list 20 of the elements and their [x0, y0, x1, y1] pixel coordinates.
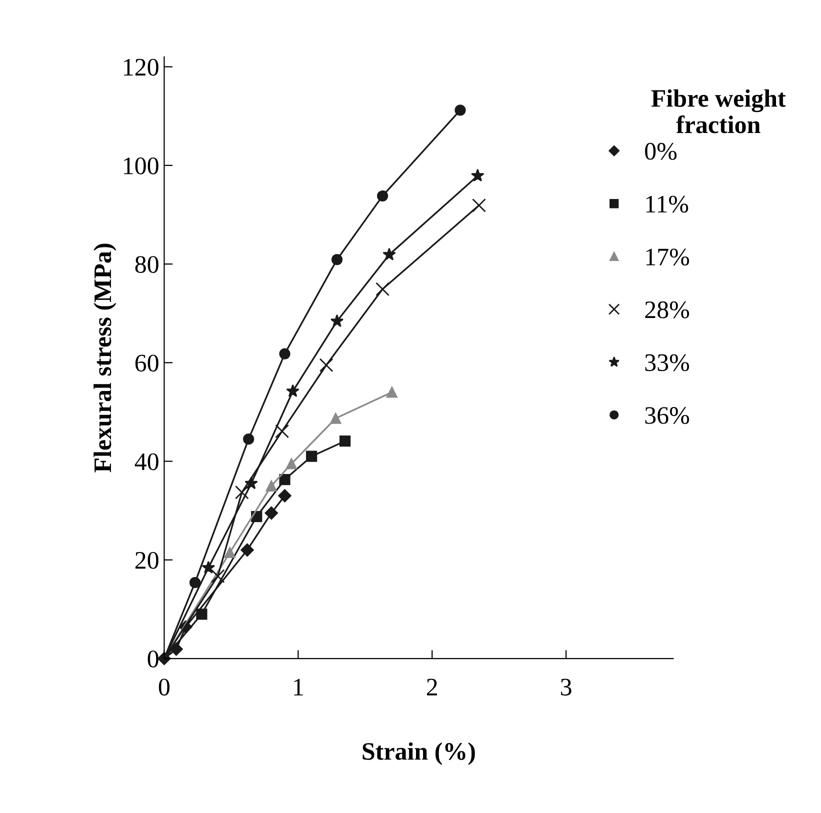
- legend-label: 17%: [646, 248, 690, 266]
- y-tick-label: 100: [124, 157, 158, 174]
- y-tick-label: 0: [148, 650, 158, 668]
- x-axis-title: Strain (%): [362, 742, 475, 765]
- legend-label: 28%: [645, 301, 690, 318]
- legend-label: 0%: [645, 142, 677, 160]
- y-axis-title: Flexural stress (MPa): [94, 244, 116, 472]
- legend-label: 11%: [646, 196, 688, 213]
- y-tick-label: 20: [135, 552, 158, 569]
- legend-label: 33%: [645, 354, 690, 372]
- legend-title: Fibre weight fraction: [651, 89, 786, 134]
- y-tick-label: 60: [135, 354, 158, 372]
- y-tick-label: 80: [135, 256, 158, 273]
- y-tick-label: 40: [134, 453, 158, 470]
- legend-label: 36%: [645, 407, 690, 424]
- x-tick-label: 0: [158, 678, 170, 696]
- x-tick-label: 1: [294, 678, 303, 696]
- x-tick-label: 3: [561, 678, 572, 696]
- x-tick-label: 2: [426, 678, 437, 696]
- y-tick-label: 120: [124, 58, 158, 76]
